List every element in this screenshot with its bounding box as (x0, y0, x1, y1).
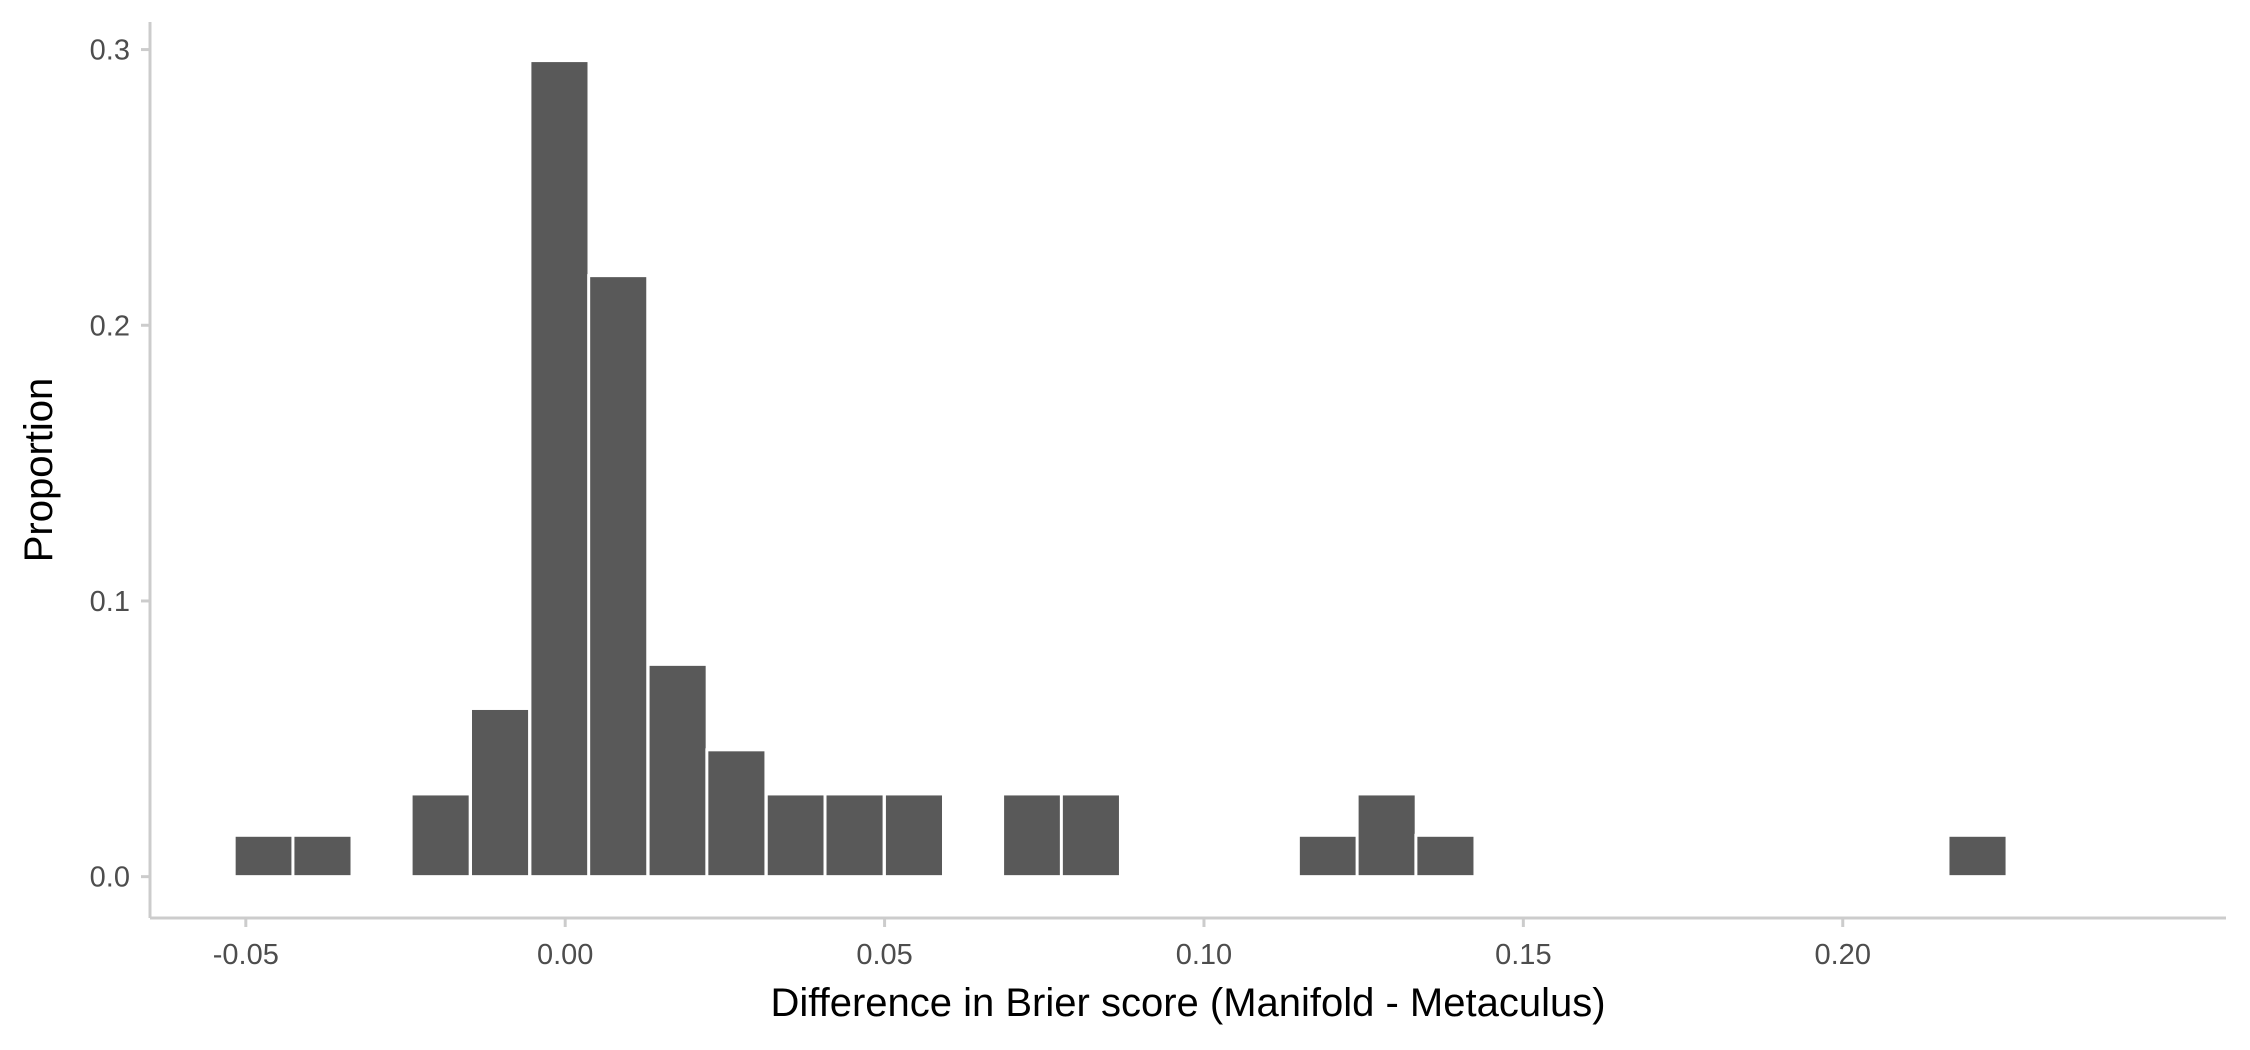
x-tick-label-0: -0.05 (213, 939, 279, 971)
histogram-bar-0 (232, 833, 295, 879)
histogram-bar-6 (646, 662, 709, 879)
bars-group (232, 59, 2009, 879)
x-tick-label-1: 0.00 (537, 939, 593, 971)
histogram-bar-1 (291, 833, 354, 879)
histogram-bar-4 (528, 59, 591, 879)
histogram-bar-15 (1414, 833, 1477, 879)
x-tick-label-5: 0.20 (1815, 939, 1871, 971)
y-tick-label-2: 0.2 (90, 310, 130, 342)
x-axis-title: Difference in Brier score (Manifold - Me… (770, 981, 1605, 1025)
x-tick-label-2: 0.05 (856, 939, 912, 971)
histogram-bar-3 (469, 706, 532, 879)
histogram-bar-9 (823, 792, 886, 879)
histogram-bar-11 (1001, 792, 1064, 879)
y-tick-label-1: 0.1 (90, 586, 130, 618)
histogram-bar-13 (1296, 833, 1359, 879)
y-ticks-group: 0.0 0.1 0.2 0.3 (90, 35, 150, 894)
y-tick-label-3: 0.3 (90, 35, 130, 67)
x-tick-label-3: 0.10 (1176, 939, 1232, 971)
histogram-bar-2 (409, 792, 472, 879)
histogram-bar-5 (587, 274, 650, 879)
histogram-bar-8 (764, 792, 827, 879)
histogram-bar-10 (882, 792, 946, 879)
histogram-bar-14 (1355, 792, 1418, 879)
histogram-bar-12 (1059, 792, 1122, 879)
y-tick-label-0: 0.0 (90, 862, 130, 894)
histogram-bar-7 (705, 748, 768, 879)
x-tick-label-4: 0.15 (1495, 939, 1551, 971)
y-axis-title: Proportion (17, 378, 61, 563)
histogram-bar-16 (1946, 833, 2009, 879)
x-ticks-group: -0.05 0.00 0.05 0.10 0.15 0.20 (213, 918, 1871, 971)
